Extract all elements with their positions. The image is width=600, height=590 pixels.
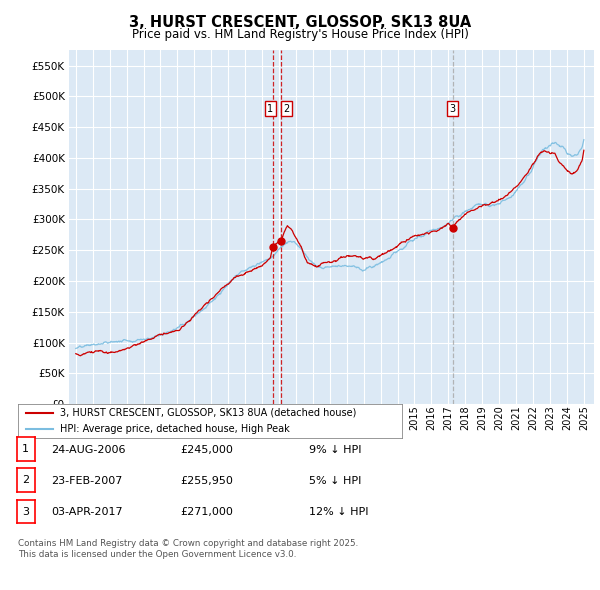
Text: 2: 2 [283,104,290,114]
Text: £245,000: £245,000 [180,445,233,454]
Text: 1: 1 [22,444,29,454]
Text: £271,000: £271,000 [180,507,233,517]
Text: 3, HURST CRESCENT, GLOSSOP, SK13 8UA: 3, HURST CRESCENT, GLOSSOP, SK13 8UA [129,15,471,30]
Text: Contains HM Land Registry data © Crown copyright and database right 2025.: Contains HM Land Registry data © Crown c… [18,539,358,548]
Text: 2: 2 [22,476,29,485]
Text: £255,950: £255,950 [180,476,233,486]
Text: 24-AUG-2006: 24-AUG-2006 [51,445,125,454]
Text: 3: 3 [449,104,455,114]
Text: 12% ↓ HPI: 12% ↓ HPI [309,507,368,517]
Text: 1: 1 [268,104,274,114]
Text: 3, HURST CRESCENT, GLOSSOP, SK13 8UA (detached house): 3, HURST CRESCENT, GLOSSOP, SK13 8UA (de… [60,408,356,418]
Text: 03-APR-2017: 03-APR-2017 [51,507,122,517]
Text: 9% ↓ HPI: 9% ↓ HPI [309,445,361,454]
Text: HPI: Average price, detached house, High Peak: HPI: Average price, detached house, High… [60,424,290,434]
Text: Price paid vs. HM Land Registry's House Price Index (HPI): Price paid vs. HM Land Registry's House … [131,28,469,41]
Text: 3: 3 [22,507,29,516]
Text: 5% ↓ HPI: 5% ↓ HPI [309,476,361,486]
Text: 23-FEB-2007: 23-FEB-2007 [51,476,122,486]
Text: This data is licensed under the Open Government Licence v3.0.: This data is licensed under the Open Gov… [18,550,296,559]
